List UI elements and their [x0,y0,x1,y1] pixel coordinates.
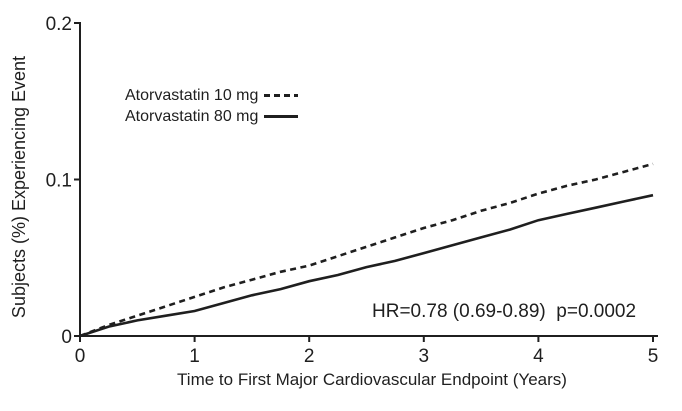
x-tick-label: 0 [75,346,86,367]
x-tick-label: 1 [189,346,200,367]
x-tick-label: 3 [419,346,430,367]
x-tick-label: 4 [533,346,544,367]
y-tick-label: 0 [61,327,72,348]
x-tick-label: 5 [648,346,659,367]
hazard-ratio-annotation: HR=0.78 (0.69-0.89) p=0.0002 [372,301,637,322]
x-tick-label: 2 [304,346,315,367]
legend-label: Atorvastatin 10 mg [125,86,259,104]
legend-label: Atorvastatin 80 mg [125,107,259,125]
solid-line-swatch [264,115,299,118]
legend-item-atorvastatin-80mg: Atorvastatin 80 mg [125,106,299,127]
y-tick-label: 0.1 [46,171,72,192]
legend-item-atorvastatin-10mg: Atorvastatin 10 mg [125,85,299,106]
x-axis-title: Time to First Major Cardiovascular Endpo… [177,370,567,389]
curve-atorvastatin-80-mg [79,193,654,338]
y-tick-label: 0.2 [46,14,72,35]
y-axis-title: Subjects (%) Experiencing Event [9,55,29,319]
legend: Atorvastatin 10 mg Atorvastatin 80 mg [125,85,299,127]
dashed-line-swatch [264,94,299,97]
